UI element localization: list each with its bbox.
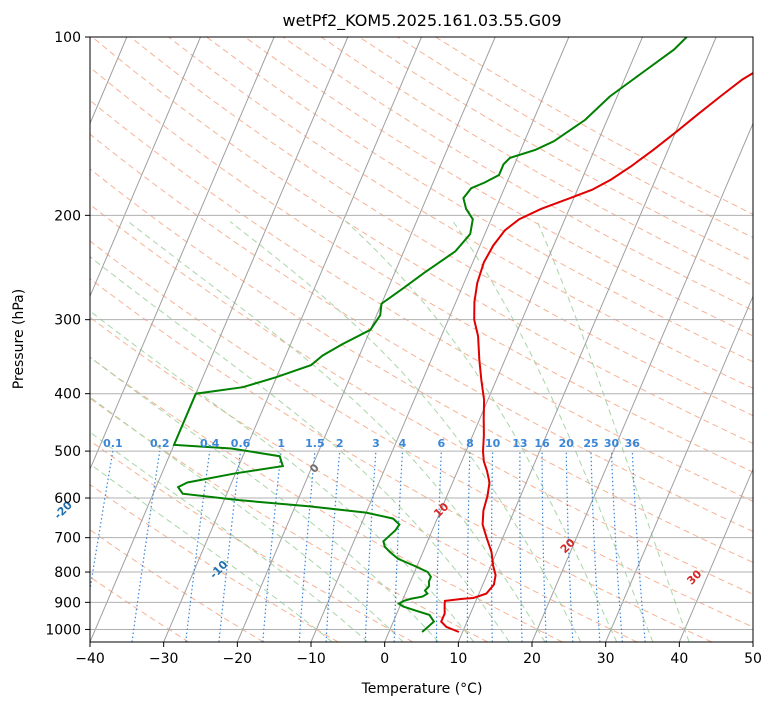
mixing-ratio-label: 0.2 [150,437,170,450]
mixing-ratio-label: 0.1 [103,437,123,450]
dry-adiabat [435,37,753,215]
mixing-ratio-line [631,451,646,642]
mixing-ratio-line [218,451,242,642]
dry-adiabat [90,133,753,533]
dry-adiabat [90,356,563,642]
mixing-ratio-line [262,451,282,642]
isotherm [310,37,570,642]
dry-adiabat [91,37,753,445]
moist-adiabat [229,221,582,642]
mixing-ratio-label: 20 [559,437,575,450]
mixing-ratio-label: 30 [604,437,620,450]
dry-adiabat [90,316,638,642]
dry-adiabat [90,483,339,642]
dry-adiabat [130,37,753,417]
mixing-ratio-line [131,451,161,642]
moist-adiabat [90,463,333,642]
mixing-ratio-line [185,451,211,642]
x-tick-label: −10 [296,651,326,667]
x-tick-label: 0 [380,651,389,667]
x-tick-label: −20 [223,651,253,667]
y-tick-label: 700 [54,531,81,547]
moist-adiabat [345,221,618,642]
temperature-profile [440,71,753,633]
isotherm [90,37,201,298]
dewpoint-profile [172,37,688,633]
y-tick-label: 300 [54,313,81,329]
y-tick-label: 100 [54,30,81,46]
y-tick-label: 600 [54,491,81,507]
y-tick-label: 400 [54,387,81,403]
profile-lines [172,37,753,633]
mixing-ratio-label: 1.5 [305,437,325,450]
mixing-ratio-label: 0.4 [200,437,220,450]
mixing-ratio-label: 2 [336,437,344,450]
mixing-ratio-label: 6 [438,437,446,450]
dry-adiabat [320,37,753,287]
dry-adiabat [90,440,414,642]
background-lines [90,37,753,642]
moist-adiabat [90,396,404,642]
dry-adiabat [359,37,753,262]
isotherm [678,467,753,642]
x-axis-label: Temperature (°C) [361,681,483,697]
isotherm [384,37,643,642]
dry-adiabat [206,37,753,363]
y-tick-label: 900 [54,595,81,611]
y-axis-label: Pressure (hPa) [11,289,27,389]
dry-adiabat [90,203,753,595]
dry-adiabat [244,37,753,337]
y-tick-label: 800 [54,565,81,581]
moist-adiabat [90,310,475,642]
mixing-ratio-label: 0.6 [231,437,251,450]
mixing-ratio-label: 16 [534,437,550,450]
moist-adiabat [128,221,546,642]
moist-adiabat [452,221,654,642]
dry-adiabat [282,37,753,312]
dry-adiabat [90,240,753,628]
isotherm [531,122,753,642]
x-tick-label: 10 [449,651,467,667]
y-tick-label: 200 [54,208,81,224]
x-tick-label: 30 [597,651,615,667]
isotherm [605,295,753,642]
moist-adiabat [536,221,690,642]
isotherm [457,37,717,642]
mixing-ratio-label: 1 [277,437,285,450]
isotherm [236,37,496,642]
axis-ticks: −40 −30 −20 −10 0 10 20 30 40 5010020030040050060… [45,30,762,667]
mixing-ratio-label: 10 [485,437,501,450]
x-tick-label: 50 [744,651,762,667]
y-tick-label: 500 [54,444,81,460]
mixing-ratio-label: 8 [466,437,474,450]
isotherm [90,37,349,642]
isotherm [90,37,275,471]
dry-adiabat [90,168,753,563]
x-tick-label: 40 [670,651,688,667]
mixing-ratio-label: 13 [512,437,527,450]
y-tick-label: 1000 [45,622,81,638]
dry-adiabat [90,66,753,473]
x-tick-label: −40 [75,651,105,667]
dry-adiabat [90,99,753,502]
mixing-ratio-label: 25 [583,437,598,450]
mixing-ratio-label: 4 [399,437,407,450]
x-tick-label: 20 [523,651,541,667]
mixing-ratio-label: 3 [372,437,380,450]
plot-frame [89,36,754,643]
chart-title: wetPf2_KOM5.2025.161.03.55.G09 [282,11,561,31]
x-tick-label: −30 [149,651,179,667]
moist-adiabat [90,356,439,642]
moist-adiabat [90,256,510,642]
mixing-ratio-line [298,451,316,642]
mixing-ratio-label: 36 [625,437,641,450]
mixing-ratio-line [90,450,114,594]
isotherm [163,37,422,642]
